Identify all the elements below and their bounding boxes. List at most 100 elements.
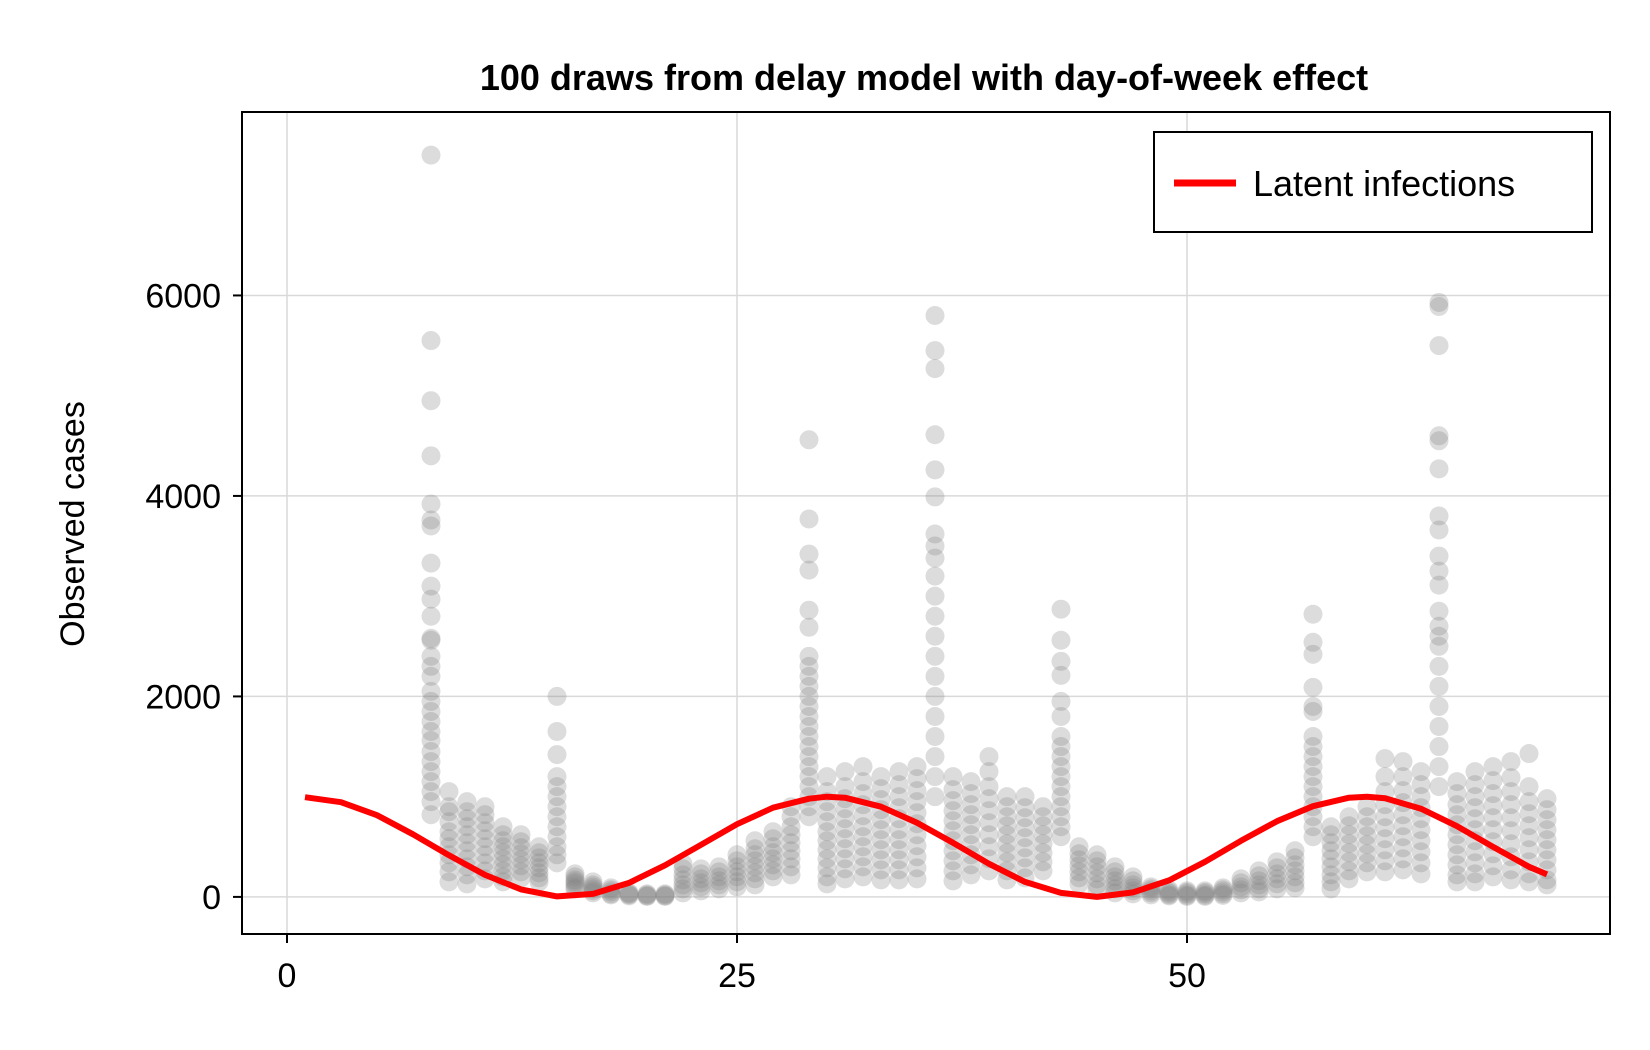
draw-point [925, 548, 945, 568]
draw-point [1321, 841, 1341, 861]
draw-point [1393, 767, 1413, 787]
draw-point [925, 524, 945, 544]
draw-point [853, 857, 873, 877]
draw-point [1051, 817, 1071, 837]
draw-point [1213, 882, 1233, 902]
draw-point [781, 807, 801, 827]
draw-point [853, 827, 873, 847]
draw-point [763, 822, 783, 842]
draw-point [1195, 884, 1215, 904]
draw-point [457, 874, 477, 894]
draw-point [1267, 874, 1287, 894]
draw-point [781, 857, 801, 877]
draw-point [421, 494, 441, 514]
draw-point [997, 852, 1017, 872]
draw-point [1051, 630, 1071, 650]
draw-point [421, 681, 441, 701]
plot-frame [241, 111, 1611, 935]
latent-infections-line [304, 793, 1549, 900]
draw-point [925, 536, 945, 556]
draw-point [421, 782, 441, 802]
draw-point [1051, 599, 1071, 619]
draw-point [1447, 865, 1467, 885]
draw-point [871, 767, 891, 787]
draw-point [439, 872, 459, 892]
draw-point [907, 792, 927, 812]
draw-point [943, 821, 963, 841]
draw-point [1393, 752, 1413, 772]
draw-point [421, 628, 441, 648]
draw-point [529, 868, 549, 888]
draw-point [1303, 677, 1323, 697]
draw-point [817, 867, 837, 887]
draw-point [1537, 850, 1557, 870]
draw-point [1429, 575, 1449, 595]
draw-point [1303, 757, 1323, 777]
draw-point [925, 626, 945, 646]
draw-point [925, 566, 945, 586]
draw-point [1501, 752, 1521, 772]
draw-point [817, 874, 837, 894]
draw-point [997, 825, 1017, 845]
draw-point [1051, 797, 1071, 817]
draw-point [835, 809, 855, 829]
draw-point [727, 857, 747, 877]
draw-point [421, 391, 441, 411]
draw-point [1393, 860, 1413, 880]
draw-point [1537, 810, 1557, 830]
draw-point [1411, 842, 1431, 862]
draw-point [1357, 853, 1377, 873]
draw-point [1123, 867, 1143, 887]
draw-point [1105, 857, 1125, 877]
draw-point [421, 630, 441, 650]
draw-point [799, 767, 819, 787]
draw-point [1393, 849, 1413, 869]
draw-point [1447, 805, 1467, 825]
draw-point [1429, 656, 1449, 676]
draw-point [1339, 843, 1359, 863]
draw-point [763, 867, 783, 887]
draw-point [835, 799, 855, 819]
draw-point [763, 843, 783, 863]
draw-point [727, 872, 747, 892]
draw-point [745, 851, 765, 871]
draw-point [1411, 864, 1431, 884]
draw-point [835, 839, 855, 859]
draw-point [421, 752, 441, 772]
draw-point [925, 706, 945, 726]
draw-point [1303, 747, 1323, 767]
draw-point [781, 825, 801, 845]
draw-point [529, 872, 549, 892]
draw-point [835, 849, 855, 869]
draw-point [889, 830, 909, 850]
draw-point [421, 331, 441, 351]
draw-point [1105, 867, 1125, 887]
draw-point [907, 847, 927, 867]
draw-point [1267, 869, 1287, 889]
draw-point [1285, 878, 1305, 898]
draw-point [673, 870, 693, 890]
draw-point [709, 871, 729, 891]
draw-point [979, 825, 999, 845]
draw-point [475, 829, 495, 849]
draw-point [1519, 804, 1539, 824]
draw-point [1321, 849, 1341, 869]
draw-point [619, 886, 639, 906]
draw-point [907, 769, 927, 789]
legend: Latent infections [1153, 131, 1593, 233]
draw-point [1411, 831, 1431, 851]
draw-point [439, 782, 459, 802]
draw-point [655, 886, 675, 906]
draw-point [691, 859, 711, 879]
draw-point [853, 757, 873, 777]
draw-point [1321, 825, 1341, 845]
draw-point [1213, 880, 1233, 900]
draw-point [547, 827, 567, 847]
draw-point [1465, 787, 1485, 807]
axis-ticks: 0 25 50 0 2000 4000 6000 [145, 277, 1206, 995]
draw-point [1501, 782, 1521, 802]
draw-point [1429, 520, 1449, 540]
draw-point [1303, 644, 1323, 664]
draw-point [1519, 840, 1539, 860]
